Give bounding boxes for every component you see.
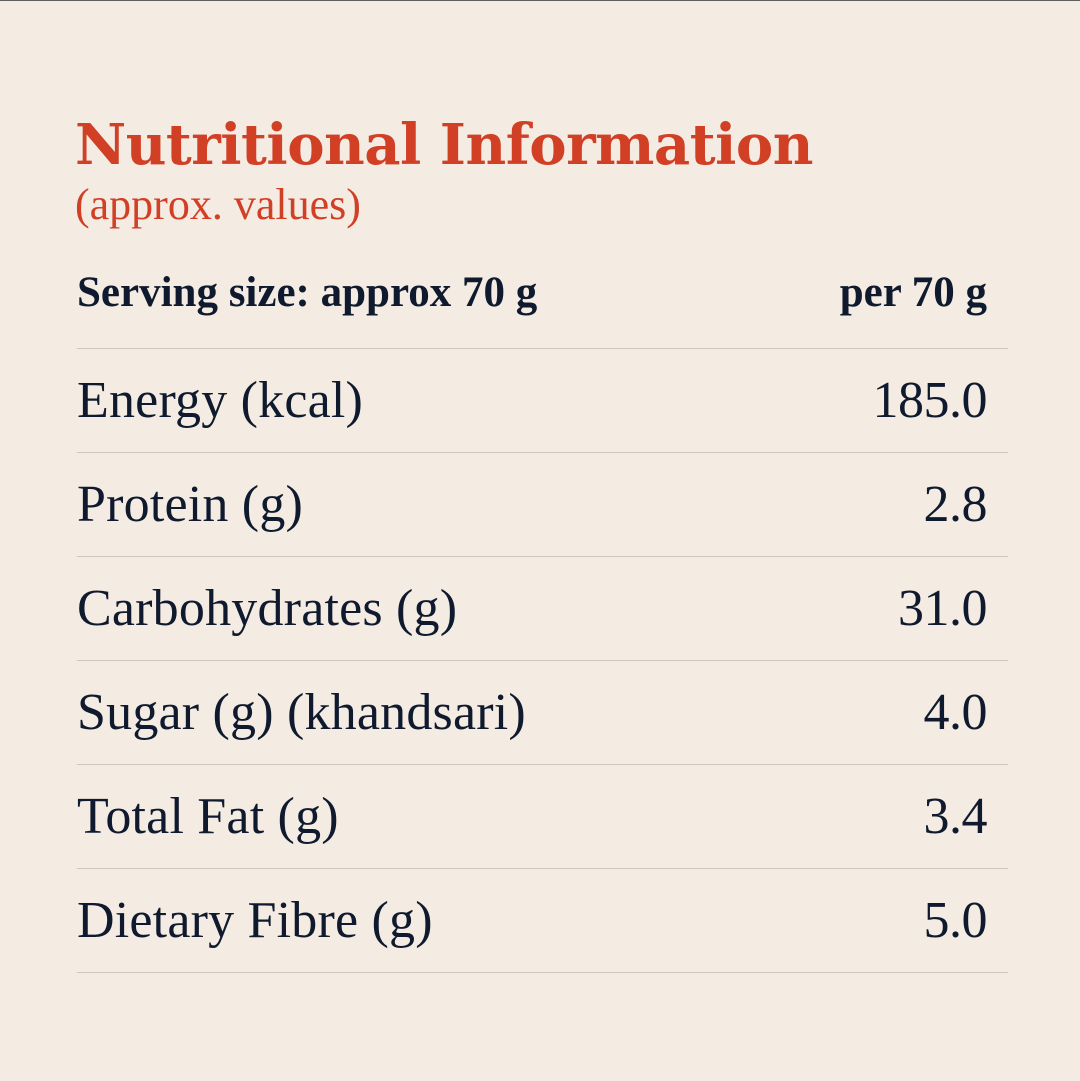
top-border-line [0,0,1080,1]
nutrition-row-protein: Protein (g) 2.8 [77,453,1008,557]
page-title: Nutritional Information [75,112,813,178]
nutrition-row-sugar: Sugar (g) (khandsari) 4.0 [77,661,1008,765]
nutrient-label: Total Fat (g) [77,788,339,845]
nutrition-row-carbohydrates: Carbohydrates (g) 31.0 [77,557,1008,661]
nutrient-value: 5.0 [923,892,988,949]
nutrition-row-dietary-fibre: Dietary Fibre (g) 5.0 [77,869,1008,973]
nutrition-row-total-fat: Total Fat (g) 3.4 [77,765,1008,869]
nutrient-label: Sugar (g) (khandsari) [77,684,526,741]
nutrient-value: 4.0 [923,684,988,741]
page-subtitle: (approx. values) [75,180,361,229]
serving-size-header: Serving size: approx 70 g per 70 g [77,262,987,322]
nutrient-label: Carbohydrates (g) [77,580,458,637]
nutrient-label: Dietary Fibre (g) [77,892,433,949]
serving-size-label: Serving size: approx 70 g [77,268,538,316]
nutrient-value: 3.4 [923,788,988,845]
nutrient-value: 31.0 [898,580,988,637]
nutrition-table: Energy (kcal) 185.0 Protein (g) 2.8 Carb… [77,348,1008,973]
nutrient-value: 2.8 [923,476,988,533]
per-serving-column-header: per 70 g [839,268,987,316]
nutrient-label: Protein (g) [77,476,304,533]
nutrition-row-energy: Energy (kcal) 185.0 [77,349,1008,453]
nutrient-label: Energy (kcal) [77,372,364,429]
nutrient-value: 185.0 [872,372,988,429]
